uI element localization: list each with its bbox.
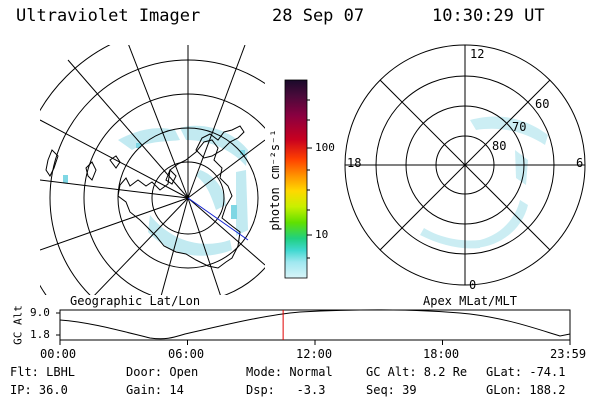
altitude-curve [59,309,571,340]
altitude-plot [56,309,571,345]
status-door: Door: Open [126,365,199,379]
aurora-bright-spots [63,143,245,219]
status-ip: IP: 36.0 [10,383,68,397]
geographic-caption: Geographic Lat/Lon [70,294,201,308]
colorbar-unit-label: photon cm⁻²s⁻¹ [268,129,282,231]
mlat-label-80: 80 [492,139,507,153]
altitude-ytick-max: 9.0 [30,306,50,319]
status-gc-alt: GC Alt: 8.2 Re [366,365,468,379]
status-seq: Seq: 39 [366,383,417,397]
status-glon: GLon: 188.2 [486,383,566,397]
instrument-title: Ultraviolet Imager [16,6,201,26]
altitude-xtick-2359: 23:59 [550,347,587,361]
polar-plot [344,44,586,286]
altitude-xtick-0000: 00:00 [40,347,77,361]
highlight-meridian [187,197,249,241]
coastlines [45,125,245,269]
altitude-ytick-min: 1.8 [30,328,50,341]
geographic-map [40,45,265,295]
mlt-label-6: 6 [576,156,584,170]
polar-outer-ring [344,44,586,286]
date-label: 28 Sep 07 [272,6,365,26]
status-dsp: Dsp: -3.3 [246,383,326,397]
altitude-xtick-1200: 12:00 [296,347,333,361]
colorbar-tick-10: 10 [315,228,329,241]
colorbar-ticks [307,99,312,259]
altitude-xtick-0600: 06:00 [168,347,205,361]
mlat-label-70: 70 [512,120,527,134]
status-mode: Mode: Normal [246,365,333,379]
altitude-ylabel: GC Alt [11,305,25,345]
mlt-label-0: 0 [469,278,477,292]
longitude-lines [40,45,265,295]
altitude-y-ticks [56,312,60,336]
mlt-label-18: 18 [347,156,362,170]
status-filter: Flt: LBHL [10,365,76,379]
altitude-x-ticks [59,340,571,345]
colorbar-gradient [284,79,308,279]
status-glat: GLat: -74.1 [486,365,566,379]
status-gain: Gain: 14 [126,383,184,397]
altitude-plot-frame [59,309,571,341]
mlt-label-12: 12 [470,47,485,61]
aurora-emission [118,125,248,256]
altitude-xtick-1800: 18:00 [423,347,460,361]
time-label: 10:30:29 UT [432,6,545,26]
apex-caption: Apex MLat/MLT [423,294,517,308]
mlat-label-60: 60 [535,97,550,111]
colorbar-tick-100: 100 [315,141,335,154]
